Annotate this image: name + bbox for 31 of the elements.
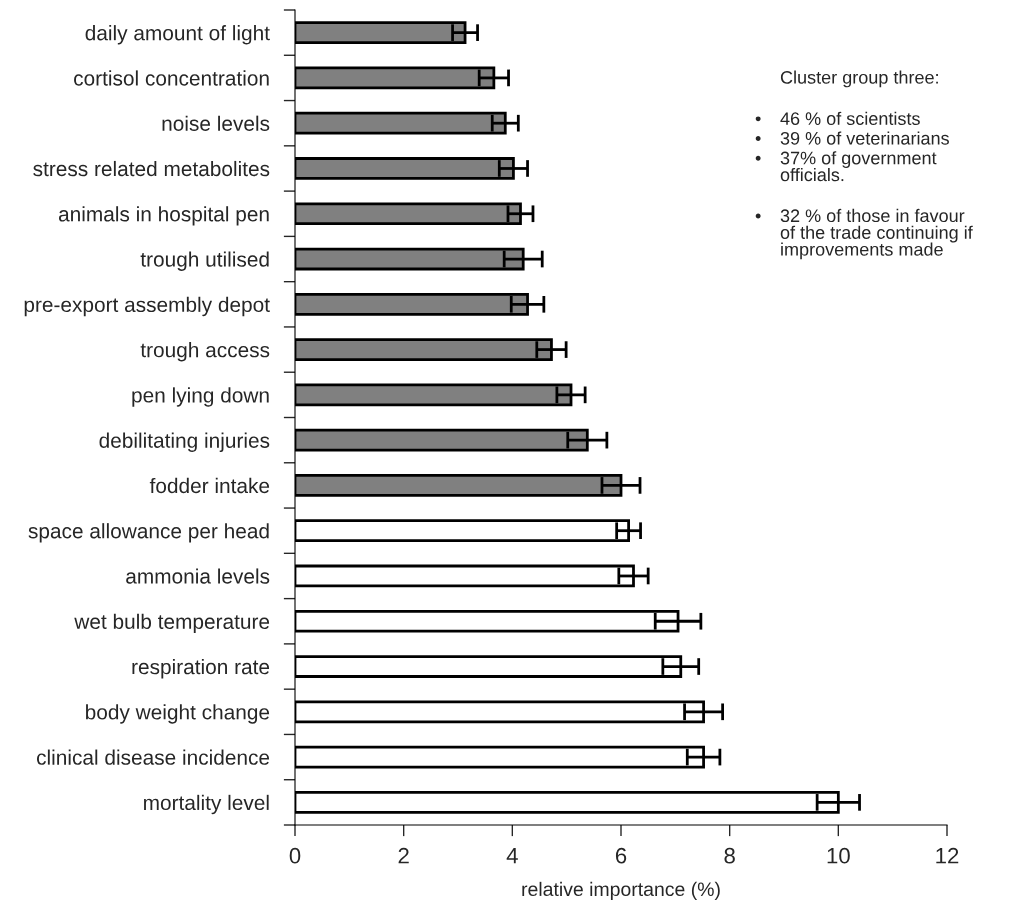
y-tick-label: pen lying down bbox=[132, 387, 269, 407]
x-tick-label: 4 bbox=[506, 848, 518, 864]
x-tick-label: 0 bbox=[289, 847, 301, 864]
x-tick-label: 2 bbox=[398, 847, 409, 864]
y-tick-label: stress related metabolites bbox=[33, 160, 270, 177]
x-tick-label: 8 bbox=[724, 847, 735, 864]
x-tick-label: 12 bbox=[936, 847, 959, 864]
y-tick-label: pre-export assembly depot bbox=[24, 296, 270, 317]
y-tick-label: noise levels bbox=[162, 115, 270, 131]
x-axis-title: relative importance (%) bbox=[522, 881, 720, 900]
y-tick-label: fodder intake bbox=[149, 477, 270, 494]
y-tick-label: trough utilised bbox=[140, 251, 269, 271]
y-tick-label: animals in hospital pen bbox=[58, 206, 269, 226]
x-tick-label: 10 bbox=[827, 847, 850, 864]
annotation: • 46 % of scientists bbox=[755, 111, 920, 126]
annotation: Cluster group three: bbox=[780, 70, 938, 88]
y-tick-label: ammonia levels bbox=[126, 568, 270, 584]
annotation: • 37% of government officials. bbox=[755, 151, 937, 182]
y-tick-label: cortisol concentration bbox=[74, 70, 269, 86]
y-tick-label: mortality level bbox=[144, 794, 269, 815]
y-tick-label: debilitating injuries bbox=[99, 432, 270, 453]
y-tick-label: trough access bbox=[140, 342, 270, 362]
y-tick-label: daily amount of light bbox=[85, 25, 270, 45]
y-tick-label: wet bulb temperature bbox=[74, 613, 270, 634]
annotation: • 32 % of those in favour of the trade continuing if improvements made bbox=[755, 208, 973, 260]
x-tick-label: 6 bbox=[615, 847, 627, 864]
y-tick-label: space allowance per head bbox=[28, 523, 269, 543]
annotation: • 39 % of veterinarians bbox=[755, 131, 949, 145]
y-tick-label: respiration rate bbox=[132, 658, 270, 679]
y-tick-label: clinical disease incidence bbox=[36, 749, 270, 765]
y-tick-label: body weight change bbox=[86, 704, 270, 724]
